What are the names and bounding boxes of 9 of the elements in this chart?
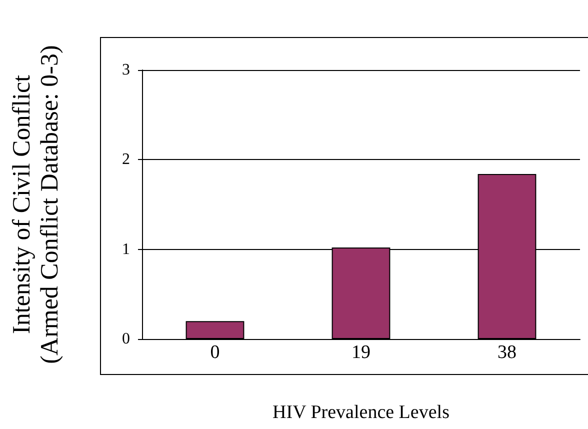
y-tick-label: 2 (122, 151, 130, 168)
x-tick-label: 38 (498, 342, 516, 363)
y-tick-label: 0 (122, 330, 130, 348)
x-tick-label: 19 (352, 342, 370, 363)
y-axis-title: Intensity of Civil Conflict (Armed Conflict Database: 0-3) (8, 45, 64, 364)
x-axis-title: HIV Prevalence Levels (272, 402, 450, 423)
y-tick-label: 3 (122, 62, 130, 78)
x-tick-label: 0 (210, 342, 220, 363)
y-tick-label: 1 (122, 240, 130, 258)
